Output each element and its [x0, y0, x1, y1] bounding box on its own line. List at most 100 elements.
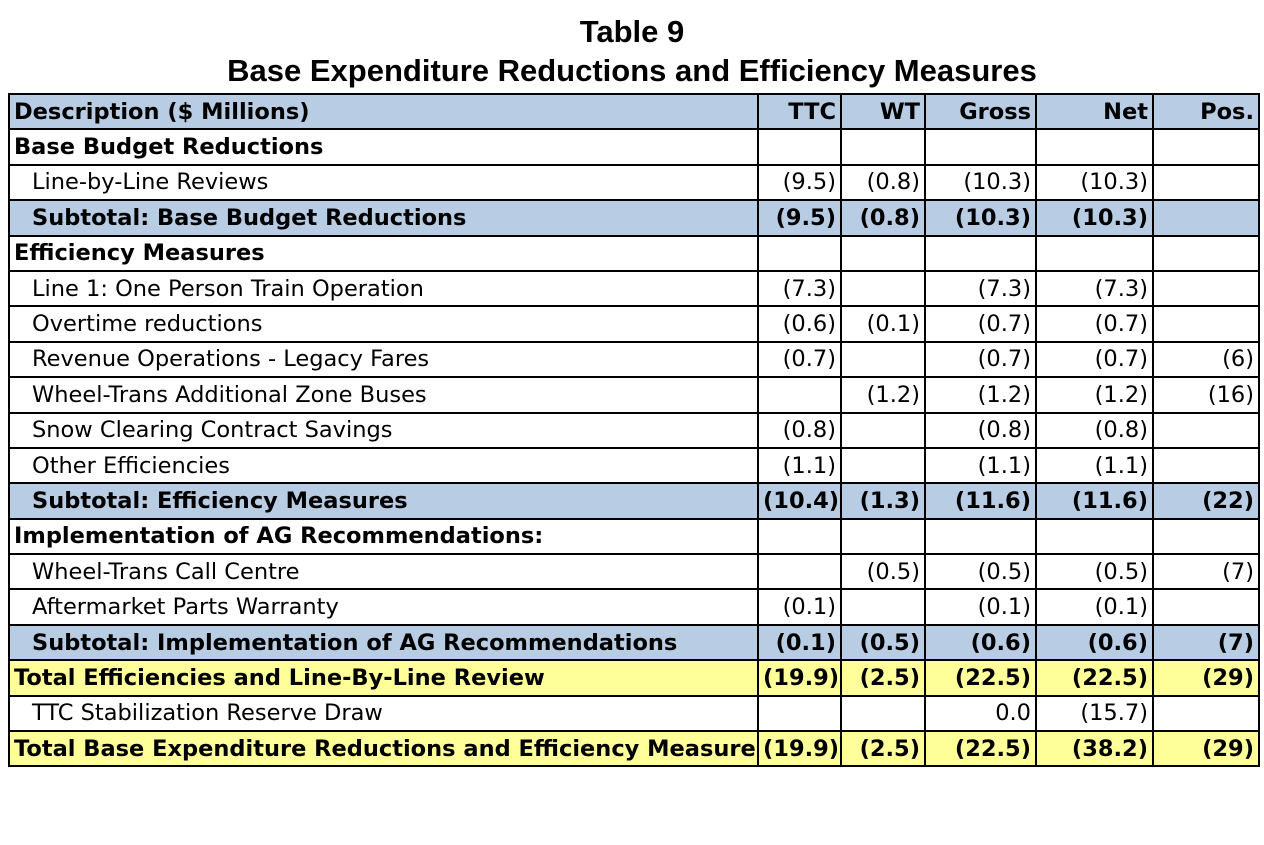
- cell-description: Subtotal: Implementation of AG Recommend…: [8, 623, 759, 662]
- table-row: Snow Clearing Contract Savings (0.8) (0.8)…: [8, 411, 1260, 449]
- cell-wt: (0.8): [840, 199, 926, 237]
- cell-net: (0.7): [1035, 305, 1154, 343]
- cell-wt: (0.5): [840, 553, 926, 591]
- cell-ttc: (0.6): [757, 305, 842, 343]
- table-row: Overtime reductions (0.6) (0.1) (0.7) (0.7): [8, 305, 1260, 343]
- cell-net: (7.3): [1035, 269, 1154, 308]
- cell-positions: (7): [1152, 623, 1260, 662]
- total-row: Total Base Expenditure Reductions and Ef…: [8, 730, 1260, 768]
- table-number: Table 9: [579, 14, 685, 49]
- cell-ttc: [757, 694, 842, 733]
- table-header-row: Description ($ Millions) TTC WT Gross Ne…: [8, 92, 1260, 131]
- column-header-wt: WT: [840, 92, 926, 131]
- cell-positions: (22): [1152, 482, 1260, 520]
- cell-ttc: [757, 128, 842, 166]
- cell-positions: (29): [1152, 659, 1260, 697]
- cell-positions: [1152, 234, 1260, 272]
- cell-wt: [840, 588, 926, 626]
- cell-positions: [1152, 446, 1260, 485]
- cell-positions: [1152, 588, 1260, 626]
- cell-gross: 0.0: [924, 694, 1037, 733]
- cell-net: (10.3): [1035, 163, 1154, 202]
- cell-wt: (1.3): [840, 482, 926, 520]
- column-header-ttc: TTC: [757, 92, 842, 131]
- cell-wt: [840, 269, 926, 308]
- cell-gross: (10.3): [924, 163, 1037, 202]
- cell-wt: (2.5): [840, 730, 926, 768]
- cell-positions: [1152, 269, 1260, 308]
- cell-positions: [1152, 128, 1260, 166]
- cell-wt: [840, 340, 926, 379]
- cell-description: Aftermarket Parts Warranty: [8, 588, 759, 626]
- cell-gross: [924, 128, 1037, 166]
- table-row: Revenue Operations - Legacy Fares (0.7) (0…: [8, 340, 1260, 379]
- cell-ttc: (7.3): [757, 269, 842, 308]
- cell-description: Subtotal: Efficiency Measures: [8, 482, 759, 520]
- column-header-positions: Pos.: [1152, 92, 1260, 131]
- table-row: Wheel-Trans Call Centre (0.5) (0.5) (0.5) (7…: [8, 553, 1260, 591]
- cell-net: (1.1): [1035, 446, 1154, 485]
- cell-ttc: (0.1): [757, 623, 842, 662]
- cell-positions: (29): [1152, 730, 1260, 768]
- column-header-gross: Gross: [924, 92, 1037, 131]
- cell-gross: [924, 517, 1037, 556]
- cell-positions: (6): [1152, 340, 1260, 379]
- subtotal-row: Subtotal: Implementation of AG Recommend…: [8, 623, 1260, 662]
- total-row: Total Efficiencies and Line-By-Line Revi…: [8, 659, 1260, 697]
- cell-gross: (1.1): [924, 446, 1037, 485]
- cell-ttc: (9.5): [757, 199, 842, 237]
- cell-net: (0.1): [1035, 588, 1154, 626]
- table-row: Line-by-Line Reviews (9.5) (0.8) (10.3) (10.…: [8, 163, 1260, 202]
- cell-net: (15.7): [1035, 694, 1154, 733]
- cell-net: (11.6): [1035, 482, 1154, 520]
- cell-description: Wheel-Trans Call Centre: [8, 553, 759, 591]
- cell-net: (0.5): [1035, 553, 1154, 591]
- table-row: Other Efficiencies (1.1) (1.1) (1.1): [8, 446, 1260, 485]
- cell-wt: (0.8): [840, 163, 926, 202]
- cell-description: Total Efficiencies and Line-By-Line Revi…: [8, 659, 759, 697]
- cell-gross: (7.3): [924, 269, 1037, 308]
- table-title: Base Expenditure Reductions and Efficien…: [227, 53, 1037, 88]
- cell-description: Line-by-Line Reviews: [8, 163, 759, 202]
- cell-ttc: (9.5): [757, 163, 842, 202]
- cell-net: (10.3): [1035, 199, 1154, 237]
- cell-ttc: [757, 234, 842, 272]
- cell-net: (0.6): [1035, 623, 1154, 662]
- table-row: Aftermarket Parts Warranty (0.1) (0.1) (0.1…: [8, 588, 1260, 626]
- cell-gross: (0.8): [924, 411, 1037, 449]
- subtotal-row: Subtotal: Efficiency Measures (10.4) (1.3)…: [8, 482, 1260, 520]
- cell-gross: [924, 234, 1037, 272]
- cell-positions: (16): [1152, 376, 1260, 414]
- table-body: Base Budget Reductions Line-by-Line Revie…: [8, 128, 1260, 768]
- table-row: Wheel-Trans Additional Zone Buses (1.2) (1…: [8, 376, 1260, 414]
- cell-gross: (10.3): [924, 199, 1037, 237]
- cell-positions: [1152, 305, 1260, 343]
- cell-ttc: (0.1): [757, 588, 842, 626]
- cell-wt: [840, 517, 926, 556]
- column-header-net: Net: [1035, 92, 1154, 131]
- cell-description: Other Efficiencies: [8, 446, 759, 485]
- cell-positions: (7): [1152, 553, 1260, 591]
- table-row: Line 1: One Person Train Operation (7.3)(…: [8, 269, 1260, 308]
- cell-gross: (1.2): [924, 376, 1037, 414]
- cell-gross: (0.6): [924, 623, 1037, 662]
- cell-ttc: [757, 376, 842, 414]
- section-header-row: Implementation of AG Recommendations:: [8, 517, 1260, 556]
- subtotal-row: Subtotal: Base Budget Reductions (9.5) (0.…: [8, 199, 1260, 237]
- cell-positions: [1152, 694, 1260, 733]
- cell-description: Wheel-Trans Additional Zone Buses: [8, 376, 759, 414]
- cell-net: [1035, 234, 1154, 272]
- cell-wt: [840, 446, 926, 485]
- cell-net: (0.8): [1035, 411, 1154, 449]
- expenditure-reductions-table: Description ($ Millions) TTC WT Gross Ne…: [8, 92, 1260, 768]
- cell-ttc: (19.9): [757, 730, 842, 768]
- table-title-block: Table 9 Base Expenditure Reductions and …: [0, 12, 1264, 90]
- section-header-row: Efficiency Measures: [8, 234, 1260, 272]
- cell-description: Implementation of AG Recommendations:: [8, 517, 759, 556]
- cell-gross: (11.6): [924, 482, 1037, 520]
- cell-gross: (0.1): [924, 588, 1037, 626]
- cell-net: (38.2): [1035, 730, 1154, 768]
- cell-description: Efficiency Measures: [8, 234, 759, 272]
- cell-description: Line 1: One Person Train Operation: [8, 269, 759, 308]
- column-header-description: Description ($ Millions): [8, 92, 759, 131]
